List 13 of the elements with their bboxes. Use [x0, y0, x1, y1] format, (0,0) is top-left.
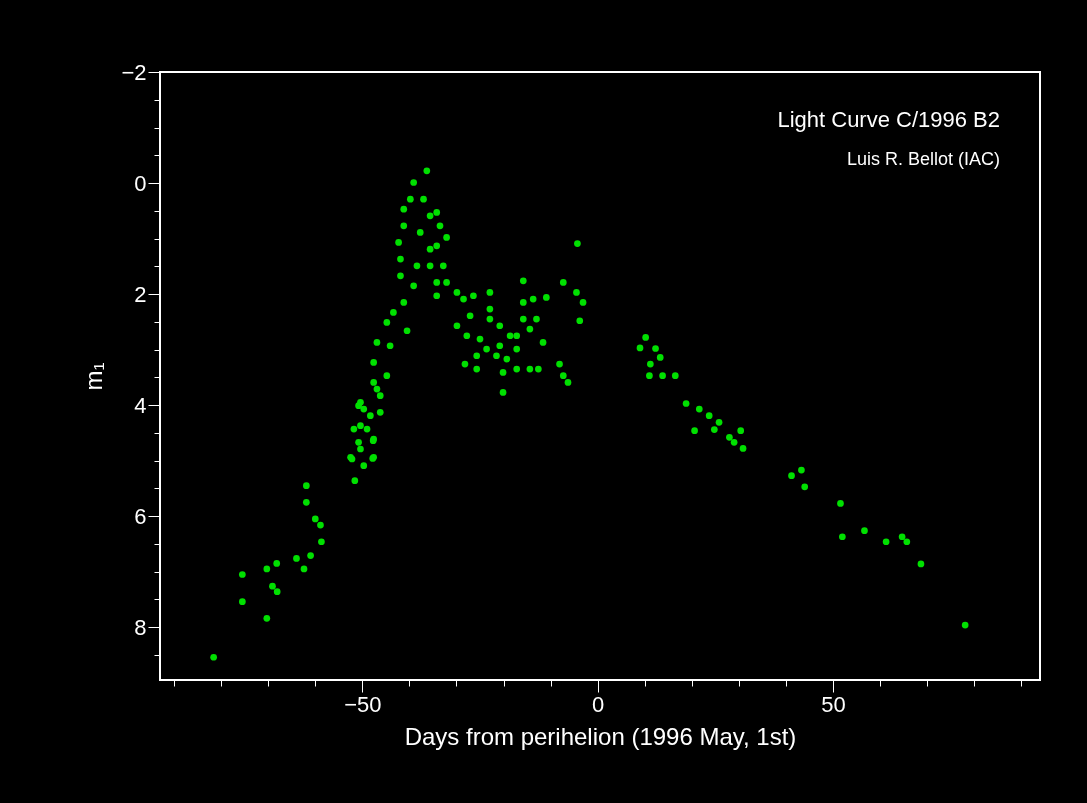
y-tick-label: 6: [134, 503, 147, 529]
y-tick-label: −2: [121, 59, 147, 85]
annotation: Luis R. Bellot (IAC): [846, 149, 1000, 169]
x-tick-label: −50: [344, 691, 382, 717]
y-axis-title: m₁: [80, 362, 108, 391]
y-tick-label: 4: [134, 392, 147, 418]
x-tick-label: 0: [592, 691, 605, 717]
y-tick-label: 0: [134, 170, 147, 196]
x-axis-title: Days from perihelion (1996 May, 1st): [404, 722, 797, 750]
annotation: Light Curve C/1996 B2: [777, 107, 1000, 132]
y-tick-label: 8: [134, 614, 147, 640]
y-tick-label: 2: [134, 281, 147, 307]
x-tick-label: 50: [821, 691, 846, 717]
